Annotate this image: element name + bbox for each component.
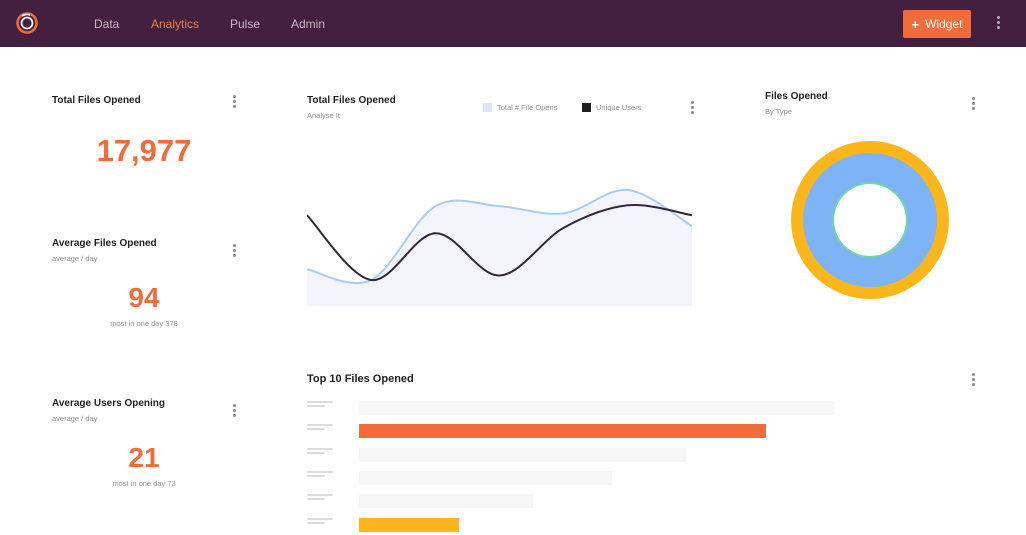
series-line-unique-users[interactable] bbox=[307, 204, 692, 282]
avg-users-note: most in one day 73 bbox=[112, 479, 176, 488]
avg-users-more-icon[interactable] bbox=[230, 404, 238, 418]
line-chart-title: Total Files Opened bbox=[307, 95, 396, 106]
avg-users-subtitle: average / day bbox=[52, 414, 98, 423]
top10-bar[interactable] bbox=[359, 447, 686, 462]
legend-swatch-total bbox=[483, 103, 492, 112]
top10-bar[interactable] bbox=[359, 470, 612, 485]
top10-bar-row[interactable] bbox=[307, 447, 897, 462]
top10-title: Top 10 Files Opened bbox=[307, 373, 414, 385]
legend-unique-users[interactable]: Unique Users bbox=[582, 103, 641, 112]
top10-bar[interactable] bbox=[359, 401, 834, 415]
bar-label-placeholder bbox=[307, 517, 333, 526]
top10-bar[interactable] bbox=[359, 424, 766, 439]
line-chart bbox=[307, 188, 692, 306]
topbar-more-icon[interactable] bbox=[994, 16, 1002, 30]
top10-bar-row[interactable] bbox=[307, 401, 897, 415]
line-chart-subtitle: Analyse It bbox=[307, 111, 340, 120]
bar-label-placeholder bbox=[307, 424, 333, 432]
nav-item-data[interactable]: Data bbox=[94, 17, 120, 31]
legend-swatch-unique bbox=[582, 103, 591, 112]
avg-files-note: most in one day 378 bbox=[110, 319, 178, 328]
total-files-more-icon[interactable] bbox=[230, 95, 238, 109]
top10-bar-row[interactable] bbox=[307, 494, 897, 509]
top10-bar-row[interactable] bbox=[307, 470, 897, 485]
top10-bar-row[interactable] bbox=[307, 517, 897, 532]
donut-more-icon[interactable] bbox=[969, 97, 977, 111]
legend-label-unique: Unique Users bbox=[596, 103, 642, 112]
donut-chart bbox=[791, 141, 949, 299]
line-chart-more-icon[interactable] bbox=[688, 101, 696, 115]
top10-bar-row[interactable] bbox=[307, 424, 897, 439]
top10-bar[interactable] bbox=[359, 517, 459, 532]
add-widget-label: Widget bbox=[925, 17, 963, 31]
avg-files-more-icon[interactable] bbox=[230, 244, 238, 258]
bar-label-placeholder bbox=[307, 401, 333, 409]
avg-files-value: 94 bbox=[128, 282, 160, 313]
donut-title: Files Opened bbox=[765, 91, 828, 102]
app-logo[interactable] bbox=[16, 12, 38, 34]
bar-label-placeholder bbox=[307, 470, 333, 479]
series-area-total-file-opens bbox=[307, 189, 692, 306]
bar-label-placeholder bbox=[307, 447, 333, 456]
donut-hole bbox=[834, 184, 906, 256]
top10-more-icon[interactable] bbox=[969, 373, 977, 387]
add-widget-button[interactable]: + Widget bbox=[903, 10, 971, 38]
top10-bar[interactable] bbox=[359, 494, 533, 509]
top-nav-bar: Data Analytics Pulse Admin + Widget bbox=[0, 0, 1026, 47]
total-files-title: Total Files Opened bbox=[52, 95, 141, 106]
nav-item-analytics[interactable]: Analytics bbox=[151, 17, 200, 31]
avg-files-subtitle: average / day bbox=[52, 254, 98, 263]
avg-users-value: 21 bbox=[128, 442, 160, 473]
nav-item-admin[interactable]: Admin bbox=[291, 17, 326, 31]
total-files-value: 17,977 bbox=[96, 133, 192, 168]
avg-users-title: Average Users Opening bbox=[52, 398, 166, 409]
plus-icon: + bbox=[911, 16, 920, 32]
avg-files-title: Average Files Opened bbox=[52, 238, 157, 249]
legend-total-file-opens[interactable]: Total # File Opens bbox=[483, 103, 557, 112]
legend-label-total: Total # File Opens bbox=[497, 103, 558, 112]
bar-label-placeholder bbox=[307, 494, 333, 502]
nav-item-pulse[interactable]: Pulse bbox=[230, 17, 261, 31]
donut-subtitle: By Type bbox=[765, 107, 792, 116]
